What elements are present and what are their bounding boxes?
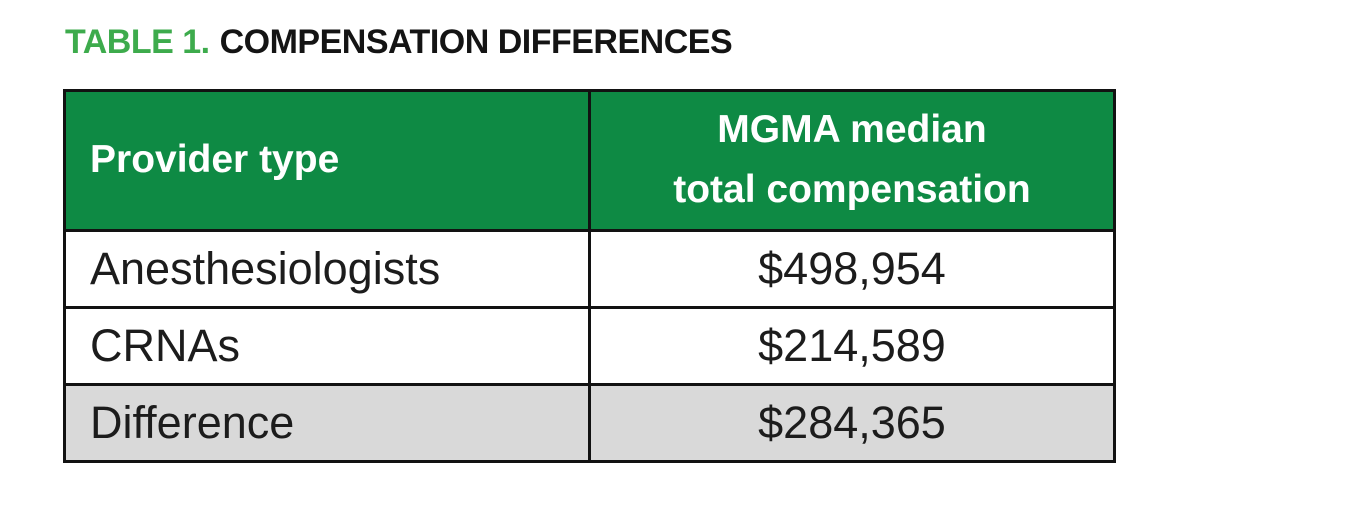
table-figure: TABLE 1. COMPENSATION DIFFERENCES Provide…	[63, 22, 1116, 463]
compensation-table: Provider type MGMA median total compensa…	[63, 88, 1116, 463]
table-row-anesthesiologists: Anesthesiologists $498,954	[63, 228, 1116, 309]
compensation-cell: $284,365	[588, 382, 1116, 463]
header-line-1: MGMA median	[717, 107, 987, 151]
figure-title: TABLE 1. COMPENSATION DIFFERENCES	[65, 22, 1113, 63]
header-row: Provider type MGMA median total compensa…	[63, 88, 1116, 232]
table-number-label: TABLE 1.	[65, 23, 210, 61]
header-line-2: total compensation	[673, 168, 1031, 212]
table-row-difference: Difference $284,365	[63, 382, 1116, 463]
provider-cell: Anesthesiologists	[63, 228, 591, 309]
column-header-mgma-median-total-compensation: MGMA median total compensation	[588, 88, 1116, 232]
table-title-text: COMPENSATION DIFFERENCES	[219, 23, 733, 61]
provider-cell: CRNAs	[63, 305, 591, 386]
compensation-cell: $498,954	[588, 228, 1116, 309]
compensation-cell: $214,589	[588, 305, 1116, 386]
provider-cell: Difference	[63, 382, 591, 463]
column-header-provider-type: Provider type	[63, 88, 591, 232]
table-row-crnas: CRNAs $214,589	[63, 305, 1116, 386]
